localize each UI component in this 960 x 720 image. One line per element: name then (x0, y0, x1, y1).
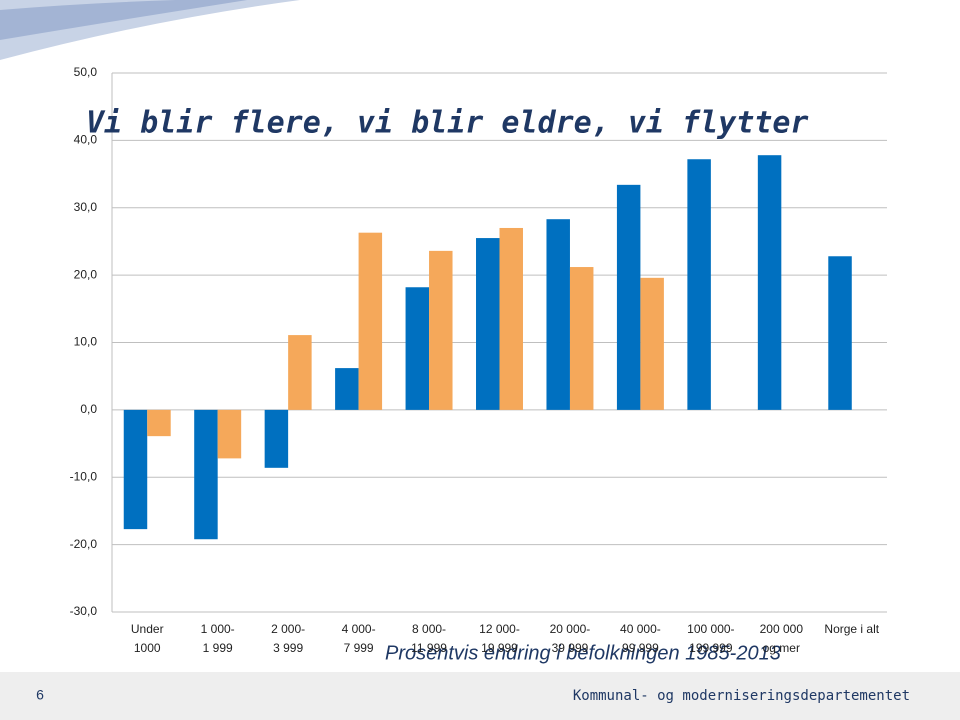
bar (429, 250, 453, 410)
bar (616, 184, 641, 410)
y-tick-label: 0,0 (80, 402, 97, 416)
x-tick-label: 200 000 og mer (759, 622, 803, 655)
x-tick-label: Under 1000 (130, 622, 164, 655)
y-tick-label: -20,0 (70, 537, 98, 551)
bar (123, 409, 148, 530)
bar (194, 409, 218, 540)
bar (828, 256, 852, 410)
slide-title: Vi blir flere, vi blir eldre, vi flytter (86, 106, 808, 141)
y-tick-label: -30,0 (70, 604, 98, 618)
x-tick-label: Norge i alt (824, 622, 880, 636)
bar (569, 267, 594, 410)
y-tick-label: 20,0 (74, 267, 98, 281)
x-tick-label: 4 000- 7 999 (341, 622, 376, 655)
decoration (0, 0, 248, 40)
page-number: 6 (36, 687, 44, 703)
y-tick-label: 30,0 (74, 200, 98, 214)
bar (288, 335, 312, 410)
y-tick-label: 40,0 (74, 133, 98, 147)
x-tick-label: 20 000- 39 999 (549, 622, 591, 655)
bar (546, 219, 570, 410)
x-tick-label: 1 000- 1 999 (200, 622, 235, 655)
bar (147, 409, 171, 437)
bar (640, 277, 664, 410)
x-tick-label: 8 000- 11 999 (411, 622, 447, 655)
bar (217, 409, 242, 459)
bar (757, 155, 782, 410)
organization: Kommunal- og moderniseringsdepartementet (573, 688, 910, 704)
bar (335, 368, 359, 410)
bar (405, 287, 430, 410)
x-tick-label: 2 000- 3 999 (271, 622, 306, 655)
bar (687, 159, 711, 410)
x-tick-label: 40 000- 99 999 (620, 622, 661, 655)
bar (476, 238, 500, 410)
footer-bar (0, 672, 960, 720)
chart-subtitle: Prosentvis endring i befolkningen 1985-2… (385, 642, 781, 664)
y-tick-label: 10,0 (74, 335, 98, 349)
bar (358, 232, 383, 410)
bar (499, 227, 523, 410)
y-tick-label: -10,0 (70, 469, 98, 483)
x-tick-label: 12 000- 19 999 (479, 622, 520, 655)
y-tick-label: 50,0 (74, 65, 98, 79)
bar (264, 409, 289, 468)
x-tick-label: 100 000- 199 999 (687, 622, 735, 655)
